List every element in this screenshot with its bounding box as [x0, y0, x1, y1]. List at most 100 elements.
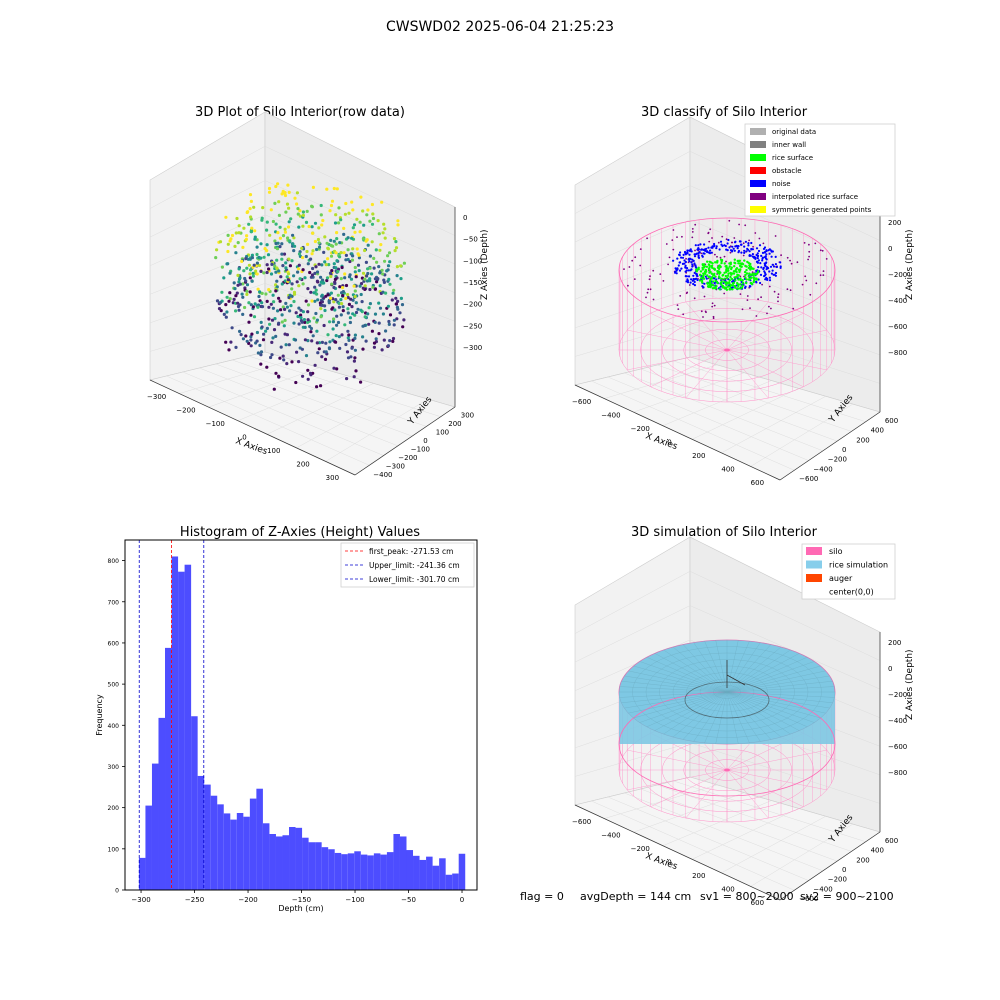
rice-surface-point — [712, 267, 716, 270]
rice-surface-point — [717, 267, 721, 271]
noise-point — [693, 255, 697, 258]
grid-line — [673, 780, 866, 842]
data-point — [238, 329, 242, 333]
histogram-bar — [210, 795, 218, 890]
data-point — [265, 326, 269, 330]
x-axis-line — [149, 379, 356, 476]
rice-surface-point — [738, 259, 741, 262]
noise-point — [747, 248, 750, 251]
data-point — [312, 291, 316, 295]
data-point — [274, 270, 278, 274]
interpolated-point — [707, 231, 710, 234]
data-point — [269, 302, 273, 306]
noise-point — [759, 262, 762, 265]
rice-surface-point — [709, 282, 712, 285]
data-point — [335, 231, 339, 235]
histogram-bar — [197, 775, 205, 890]
legend-label: rice simulation — [829, 561, 888, 570]
interpolated-point — [639, 264, 642, 267]
axis-ticks: −600−400−20002004006006004002000−200−400… — [572, 639, 907, 907]
data-point — [286, 225, 291, 229]
data-point — [376, 277, 380, 281]
data-point — [315, 318, 319, 322]
data-point — [260, 305, 265, 309]
data-point — [324, 350, 328, 354]
histogram-bar — [236, 813, 244, 890]
histogram-bar — [321, 847, 329, 890]
legend-label: rice surface — [772, 154, 813, 162]
data-point — [357, 269, 361, 273]
data-point — [331, 320, 335, 324]
data-point — [298, 277, 302, 281]
data-point — [388, 339, 392, 343]
y-tick-label: 600 — [885, 837, 898, 845]
data-point — [234, 294, 238, 298]
x-tick-label: 0 — [667, 859, 671, 867]
data-point — [326, 333, 330, 337]
axis-pane — [574, 116, 691, 386]
data-point — [226, 249, 230, 254]
data-point — [334, 251, 338, 255]
data-point — [313, 285, 317, 289]
noise-point — [753, 255, 756, 259]
rice-surface-point — [721, 274, 724, 277]
grid-line — [166, 375, 370, 466]
data-point — [244, 334, 248, 338]
y-tick-label: 200 — [108, 805, 120, 812]
interpolated-point — [700, 252, 703, 255]
data-point — [334, 298, 338, 302]
grid-line — [633, 792, 745, 833]
grid-line — [721, 396, 826, 454]
floor-spoke — [726, 769, 827, 791]
x-tick-label: 0 — [460, 896, 464, 904]
data-point — [249, 199, 253, 203]
x-tick-label: −400 — [601, 411, 620, 419]
data-point — [377, 232, 381, 236]
rice-surface-point — [744, 273, 747, 277]
data-point — [256, 305, 260, 309]
data-point — [248, 272, 252, 276]
data-point — [300, 320, 304, 324]
data-point — [363, 284, 367, 288]
data-point — [372, 345, 376, 349]
interpolated-point — [728, 219, 731, 222]
interpolated-point — [741, 308, 744, 311]
data-point — [353, 295, 357, 299]
data-point — [297, 225, 301, 229]
noise-point — [750, 248, 753, 251]
data-point — [370, 272, 374, 276]
data-point — [306, 377, 310, 381]
data-point — [250, 253, 254, 257]
data-point — [339, 277, 343, 281]
interpolated-point — [774, 235, 777, 237]
data-point — [395, 274, 399, 278]
interpolated-point — [808, 255, 810, 258]
data-point — [277, 374, 281, 378]
data-point — [390, 298, 394, 302]
noise-point — [759, 273, 763, 276]
z-tick-label: −100 — [463, 257, 482, 265]
data-point — [319, 315, 323, 319]
rice-surface-point — [709, 278, 712, 282]
data-point — [371, 216, 376, 221]
grid-line — [689, 322, 881, 384]
noise-point — [757, 249, 761, 253]
data-point — [361, 335, 365, 339]
rice-surface-point — [727, 267, 730, 270]
data-point — [341, 305, 345, 309]
data-point — [354, 310, 359, 315]
data-point — [325, 278, 329, 283]
data-point — [317, 241, 321, 245]
rice-surface-point — [726, 282, 729, 285]
interpolated-point — [804, 275, 807, 278]
noise-point — [768, 276, 772, 279]
noise-point — [764, 255, 767, 258]
noise-point — [681, 256, 685, 259]
noise-point — [715, 247, 718, 250]
data-point — [361, 324, 365, 328]
data-point — [365, 213, 369, 217]
data-point — [311, 249, 315, 253]
noise-point — [703, 248, 707, 251]
data-point — [288, 309, 292, 313]
